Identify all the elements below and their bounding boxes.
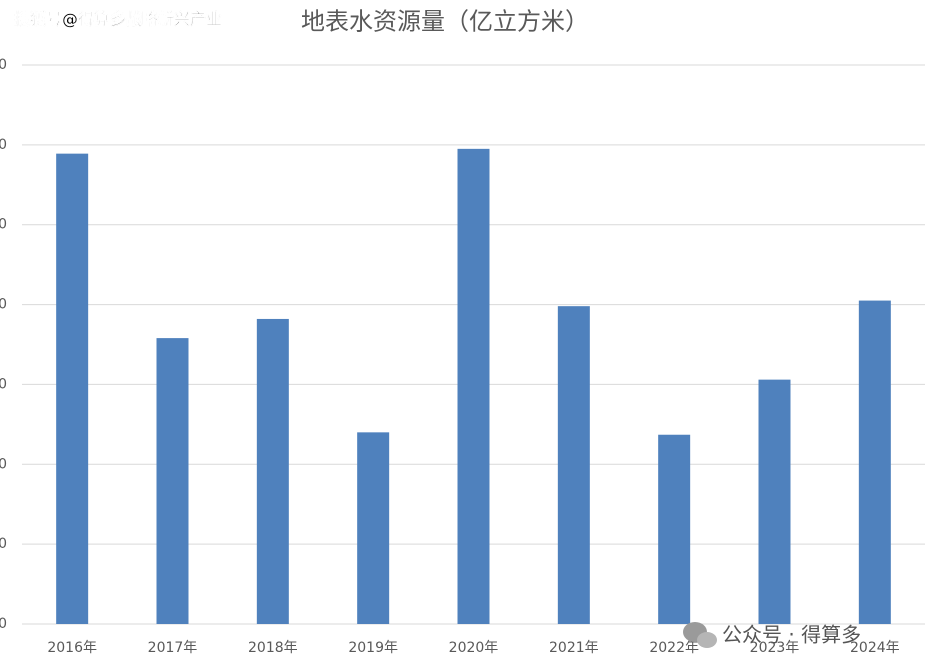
y-tick-label: 1000 <box>0 536 7 552</box>
y-tick-label: 6000 <box>0 137 7 153</box>
bar <box>557 306 590 624</box>
y-tick-label: 0 <box>0 616 7 632</box>
x-tick-label: 2017年 <box>148 640 198 656</box>
x-tick-label: 2019年 <box>348 640 398 656</box>
bar <box>758 379 791 624</box>
chart-title: 地表水资源量（亿立方米） <box>301 8 589 36</box>
x-tick-label: 2021年 <box>549 640 599 656</box>
bar <box>357 432 390 624</box>
bar <box>858 300 891 624</box>
watermark: 公众号 · 得算多 <box>722 623 861 647</box>
y-tick-label: 2000 <box>0 456 7 472</box>
bar <box>156 338 189 624</box>
x-tick-label: 2018年 <box>248 640 298 656</box>
x-tick-label: 2020年 <box>449 640 499 656</box>
x-tick-label: 2016年 <box>47 640 97 656</box>
y-tick-label: 7000 <box>0 57 7 73</box>
y-tick-label: 4000 <box>0 297 7 313</box>
watermark: 搜狐号@得算多战略新兴产业 <box>14 10 222 29</box>
bar <box>457 148 490 624</box>
plot-area: 0 1000 2000 3000 4000 5000 6000 7000 2016年 2017年 2… <box>0 57 925 656</box>
x-tick-label: 2023年 <box>750 640 800 656</box>
wechat-icon <box>683 622 717 648</box>
x-tick-label: 2022年 <box>649 640 699 656</box>
bar <box>658 434 691 624</box>
x-tick-label: 2024年 <box>850 640 900 656</box>
bar <box>256 318 289 624</box>
y-tick-label: 3000 <box>0 376 7 392</box>
y-tick-label: 5000 <box>0 217 7 233</box>
bar <box>56 153 89 625</box>
